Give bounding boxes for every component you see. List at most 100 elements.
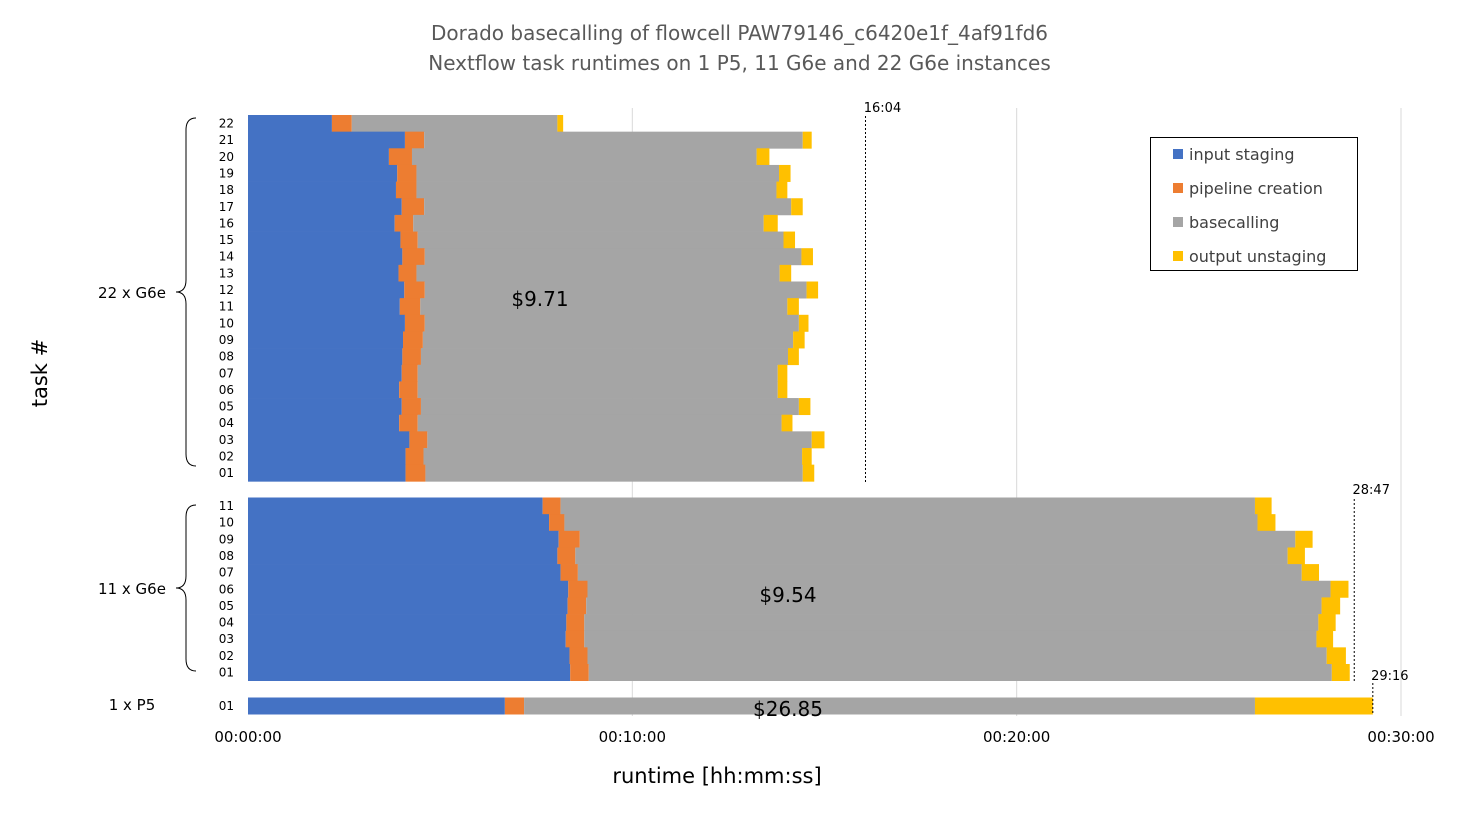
bar-segment-output-unstaging [802,448,812,465]
bar-segment-output-unstaging [783,231,796,249]
task-tick-label: 04 [219,616,234,630]
task-tick-label: 07 [219,366,234,380]
bar-segment-output-unstaging [801,248,813,266]
bar-segment-basecalling [417,231,784,249]
legend-item-input-staging: input staging [1173,144,1295,164]
task-tick-label: 04 [219,416,234,430]
x-tick-label: 00:00:00 [214,728,281,746]
x-tick-label: 00:30:00 [1367,728,1434,746]
bar-segment-basecalling [584,630,1317,648]
bar-segment-pipeline-creation [399,414,418,432]
bar-segment-pipeline-creation [504,697,525,715]
bar-segment-pipeline-creation [404,281,425,299]
bar-segment-pipeline-creation [549,514,565,532]
cost-label: $26.85 [753,697,823,721]
task-tick-label: 22 [219,117,234,131]
bar-segment-basecalling [584,614,1319,632]
makespan-label: 29:16 [1371,669,1408,684]
legend-item-output-unstaging: output unstaging [1173,246,1326,266]
bar-segment-basecalling [427,431,812,449]
bar-segment-output-unstaging [1330,580,1349,598]
bar-segment-pipeline-creation [565,630,585,648]
bar-segment-pipeline-creation [403,331,423,349]
bar-segment-pipeline-creation [398,264,417,282]
bar-segment-input-staging [248,131,405,149]
task-tick-label: 06 [219,582,234,596]
cost-label: $9.54 [759,583,816,607]
bar-segment-output-unstaging [787,298,799,316]
bar-segment-input-staging [248,431,410,449]
bar-segment-pipeline-creation [566,614,585,632]
task-tick-label: 12 [219,283,234,297]
bar-segment-output-unstaging [798,398,811,416]
group-brace [175,504,197,672]
bar-segment-basecalling [423,448,803,465]
bar-segment-output-unstaging [791,198,803,216]
task-tick-label: 11 [219,300,234,314]
bar-segment-input-staging [248,364,402,382]
legend-item-pipeline-creation: pipeline creation [1173,178,1323,198]
legend-label: input staging [1189,144,1295,164]
bar-segment-output-unstaging [1318,614,1336,632]
bar-segment-basecalling [424,131,803,149]
chart-subtitle: Nextflow task runtimes on 1 P5, 11 G6e a… [428,51,1051,75]
bar-segment-input-staging [248,564,561,582]
task-tick-label: 05 [219,400,234,414]
legend-item-basecalling: basecalling [1173,212,1279,232]
bar-segment-basecalling [411,148,757,166]
bar-segment-input-staging [248,464,406,482]
bar-segment-output-unstaging [777,381,788,399]
bar-segment-output-unstaging [1295,530,1313,548]
makespan-label: 16:04 [864,101,901,116]
task-tick-label: 06 [219,383,234,397]
bar-segment-output-unstaging [798,314,809,332]
chart-title: Dorado basecalling of flowcell PAW79146_… [431,21,1048,45]
bar-segment-input-staging [248,348,403,366]
bar-segment-basecalling [587,647,1327,665]
task-tick-label: 09 [219,532,234,546]
bar-segment-pipeline-creation [558,530,580,548]
bar-segment-input-staging [248,164,398,182]
bar-segment-input-staging [248,264,399,282]
bar-segment-output-unstaging [1321,597,1341,615]
legend-swatch [1173,251,1183,261]
bar-segment-pipeline-creation [395,181,417,199]
task-tick-label: 13 [219,266,234,280]
legend-swatch [1173,183,1183,193]
bar-segment-input-staging [248,298,400,316]
bar-segment-pipeline-creation [567,597,587,615]
bar-segment-input-staging [248,580,569,598]
task-tick-label: 03 [219,632,234,646]
bar-segment-pipeline-creation [402,348,421,366]
bar-segment-input-staging [248,198,402,216]
bar-segment-input-staging [248,514,550,532]
bar-segment-output-unstaging [811,431,825,449]
legend-label: pipeline creation [1189,178,1323,198]
bar-segment-output-unstaging [793,331,805,349]
bar-segment-output-unstaging [802,464,815,482]
bar-segment-basecalling [417,414,782,432]
bar-segment-output-unstaging [763,214,778,232]
bar-segment-basecalling [586,597,1322,615]
x-axis-title: runtime [hh:mm:ss] [612,764,821,788]
bar-segment-input-staging [248,697,505,715]
task-tick-label: 18 [219,183,234,197]
bar-segment-output-unstaging [787,348,799,366]
bar-segment-basecalling [420,298,788,316]
bar-segment-pipeline-creation [560,564,578,582]
task-tick-label: 10 [219,316,234,330]
bar-segment-basecalling [524,697,1255,715]
bar-segment-basecalling [564,514,1258,532]
task-tick-label: 15 [219,233,234,247]
bar-segment-input-staging [248,148,389,166]
bar-segment-basecalling [417,381,778,399]
task-tick-label: 01 [219,466,234,480]
bar-segment-output-unstaging [779,164,791,182]
bar-segment-input-staging [248,530,559,548]
bar-segment-output-unstaging [776,181,788,199]
task-tick-label: 21 [219,133,234,147]
bar-segment-output-unstaging [756,148,770,166]
bar-segment-input-staging [248,664,571,681]
bar-segment-input-staging [248,647,570,665]
bar-segment-output-unstaging [1254,497,1272,515]
